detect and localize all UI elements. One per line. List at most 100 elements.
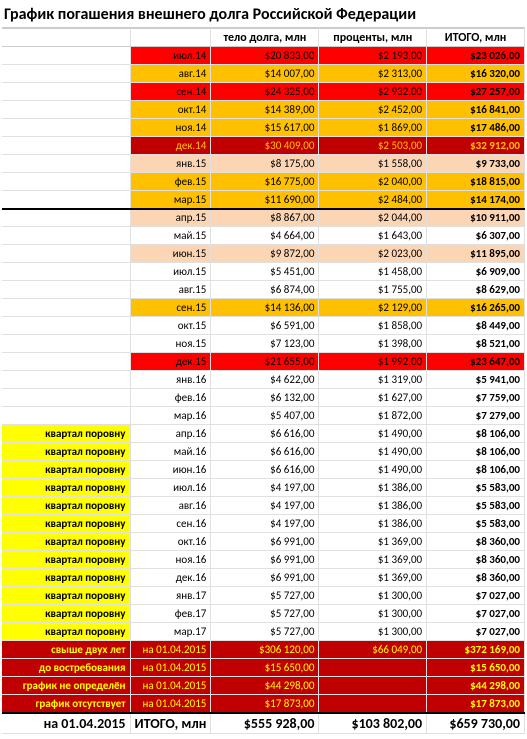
cell-c: $24 325,00 <box>211 83 319 101</box>
cell-b: апр.15 <box>130 209 211 227</box>
cell-c: $4 622,00 <box>211 371 319 389</box>
cell-c: $15 650,00 <box>211 659 319 677</box>
cell-c: $15 617,00 <box>211 119 319 137</box>
cell-a: квартал поровну <box>2 569 130 587</box>
cell-b: на 01.04.2015 <box>130 659 211 677</box>
table-row: квартал поровнуфев.17$5 727,00$1 300,00$… <box>2 605 525 623</box>
cell-d: $1 398,00 <box>319 335 427 353</box>
cell-b: июн.15 <box>130 245 211 263</box>
cell-b: янв.15 <box>130 155 211 173</box>
cell-b: сен.14 <box>130 83 211 101</box>
cell-e: $8 360,00 <box>427 533 525 551</box>
cell-a <box>2 371 130 389</box>
cell-c: $4 197,00 <box>211 497 319 515</box>
cell-d: $1 300,00 <box>319 605 427 623</box>
cell-d: $1 490,00 <box>319 443 427 461</box>
table-row: дек.15$21 655,00$1 992,00$23 647,00 <box>2 353 525 371</box>
cell-d: $1 858,00 <box>319 317 427 335</box>
cell-d: $1 386,00 <box>319 497 427 515</box>
cell-e: $11 895,00 <box>427 245 525 263</box>
total-b: ИТОГО, млн <box>130 713 211 734</box>
cell-a <box>2 173 130 191</box>
table-row: апр.15$8 867,00$2 044,00$10 911,00 <box>2 209 525 227</box>
table-row: квартал поровнуиюл.16$4 197,00$1 386,00$… <box>2 479 525 497</box>
cell-c: $11 690,00 <box>211 191 319 209</box>
cell-d: $1 558,00 <box>319 155 427 173</box>
cell-a <box>2 191 130 209</box>
cell-a <box>2 119 130 137</box>
cell-e: $8 360,00 <box>427 551 525 569</box>
cell-a: квартал поровну <box>2 605 130 623</box>
cell-d: $1 490,00 <box>319 461 427 479</box>
cell-a <box>2 155 130 173</box>
cell-d: $2 452,00 <box>319 101 427 119</box>
cell-a: квартал поровну <box>2 533 130 551</box>
table-row: квартал поровнуянв.17$5 727,00$1 300,00$… <box>2 587 525 605</box>
header-empty1 <box>2 29 130 47</box>
cell-b: дек.14 <box>130 137 211 155</box>
cell-c: $306 120,00 <box>211 641 319 659</box>
cell-d: $1 369,00 <box>319 569 427 587</box>
cell-b: мар.15 <box>130 191 211 209</box>
cell-a: до востребования <box>2 659 130 677</box>
cell-e: $7 279,00 <box>427 407 525 425</box>
total-label: на 01.04.2015 <box>2 713 130 734</box>
cell-e: $5 941,00 <box>427 371 525 389</box>
cell-c: $6 991,00 <box>211 551 319 569</box>
table-row: квартал поровнумай.16$6 616,00$1 490,00$… <box>2 443 525 461</box>
table-row: сен.15$14 136,00$2 129,00$16 265,00 <box>2 299 525 317</box>
cell-e: $32 912,00 <box>427 137 525 155</box>
cell-d: $1 643,00 <box>319 227 427 245</box>
cell-c: $6 591,00 <box>211 317 319 335</box>
cell-c: $30 409,00 <box>211 137 319 155</box>
cell-e: $5 583,00 <box>427 479 525 497</box>
cell-a: свыше двух лет <box>2 641 130 659</box>
cell-e: $7 027,00 <box>427 587 525 605</box>
cell-e: $8 106,00 <box>427 443 525 461</box>
cell-e: $14 174,00 <box>427 191 525 209</box>
table-row: май.15$4 664,00$1 643,00$6 307,00 <box>2 227 525 245</box>
cell-d: $2 932,00 <box>319 83 427 101</box>
cell-d: $2 313,00 <box>319 65 427 83</box>
cell-a <box>2 47 130 65</box>
cell-b: янв.16 <box>130 371 211 389</box>
cell-b: сен.15 <box>130 299 211 317</box>
cell-b: мар.16 <box>130 407 211 425</box>
cell-e: $5 583,00 <box>427 515 525 533</box>
cell-a: квартал поровну <box>2 497 130 515</box>
table-row: свыше двух летна 01.04.2015$306 120,00$6… <box>2 641 525 659</box>
cell-d: $1 872,00 <box>319 407 427 425</box>
table-row: фев.16$6 132,00$1 627,00$7 759,00 <box>2 389 525 407</box>
table-row: мар.16$5 407,00$1 872,00$7 279,00 <box>2 407 525 425</box>
cell-e: $16 320,00 <box>427 65 525 83</box>
debt-table: тело долга, млн проценты, млн ИТОГО, млн… <box>2 28 525 734</box>
table-row: июн.15$9 872,00$2 023,00$11 895,00 <box>2 245 525 263</box>
cell-c: $8 867,00 <box>211 209 319 227</box>
cell-d: $1 369,00 <box>319 533 427 551</box>
table-row: график не определённа 01.04.2015$44 298,… <box>2 677 525 695</box>
cell-a: квартал поровну <box>2 623 130 641</box>
cell-e: $8 521,00 <box>427 335 525 353</box>
table-row: июл.15$5 451,00$1 458,00$6 909,00 <box>2 263 525 281</box>
cell-c: $6 616,00 <box>211 461 319 479</box>
table-row: квартал поровнуноя.16$6 991,00$1 369,00$… <box>2 551 525 569</box>
cell-b: июл.14 <box>130 47 211 65</box>
cell-a: квартал поровну <box>2 479 130 497</box>
cell-d: $1 755,00 <box>319 281 427 299</box>
cell-c: $6 132,00 <box>211 389 319 407</box>
cell-b: авг.16 <box>130 497 211 515</box>
total-e: $659 730,00 <box>427 713 525 734</box>
table-row: янв.16$4 622,00$1 319,00$5 941,00 <box>2 371 525 389</box>
cell-a <box>2 227 130 245</box>
cell-d: $2 040,00 <box>319 173 427 191</box>
cell-e: $8 106,00 <box>427 461 525 479</box>
cell-c: $5 727,00 <box>211 605 319 623</box>
cell-d: $1 627,00 <box>319 389 427 407</box>
cell-a <box>2 335 130 353</box>
cell-b: июл.15 <box>130 263 211 281</box>
cell-c: $44 298,00 <box>211 677 319 695</box>
cell-a <box>2 407 130 425</box>
table-row: июл.14$20 833,00$2 193,00$23 026,00 <box>2 47 525 65</box>
cell-b: июл.16 <box>130 479 211 497</box>
table-row: квартал поровнусен.16$4 197,00$1 386,00$… <box>2 515 525 533</box>
